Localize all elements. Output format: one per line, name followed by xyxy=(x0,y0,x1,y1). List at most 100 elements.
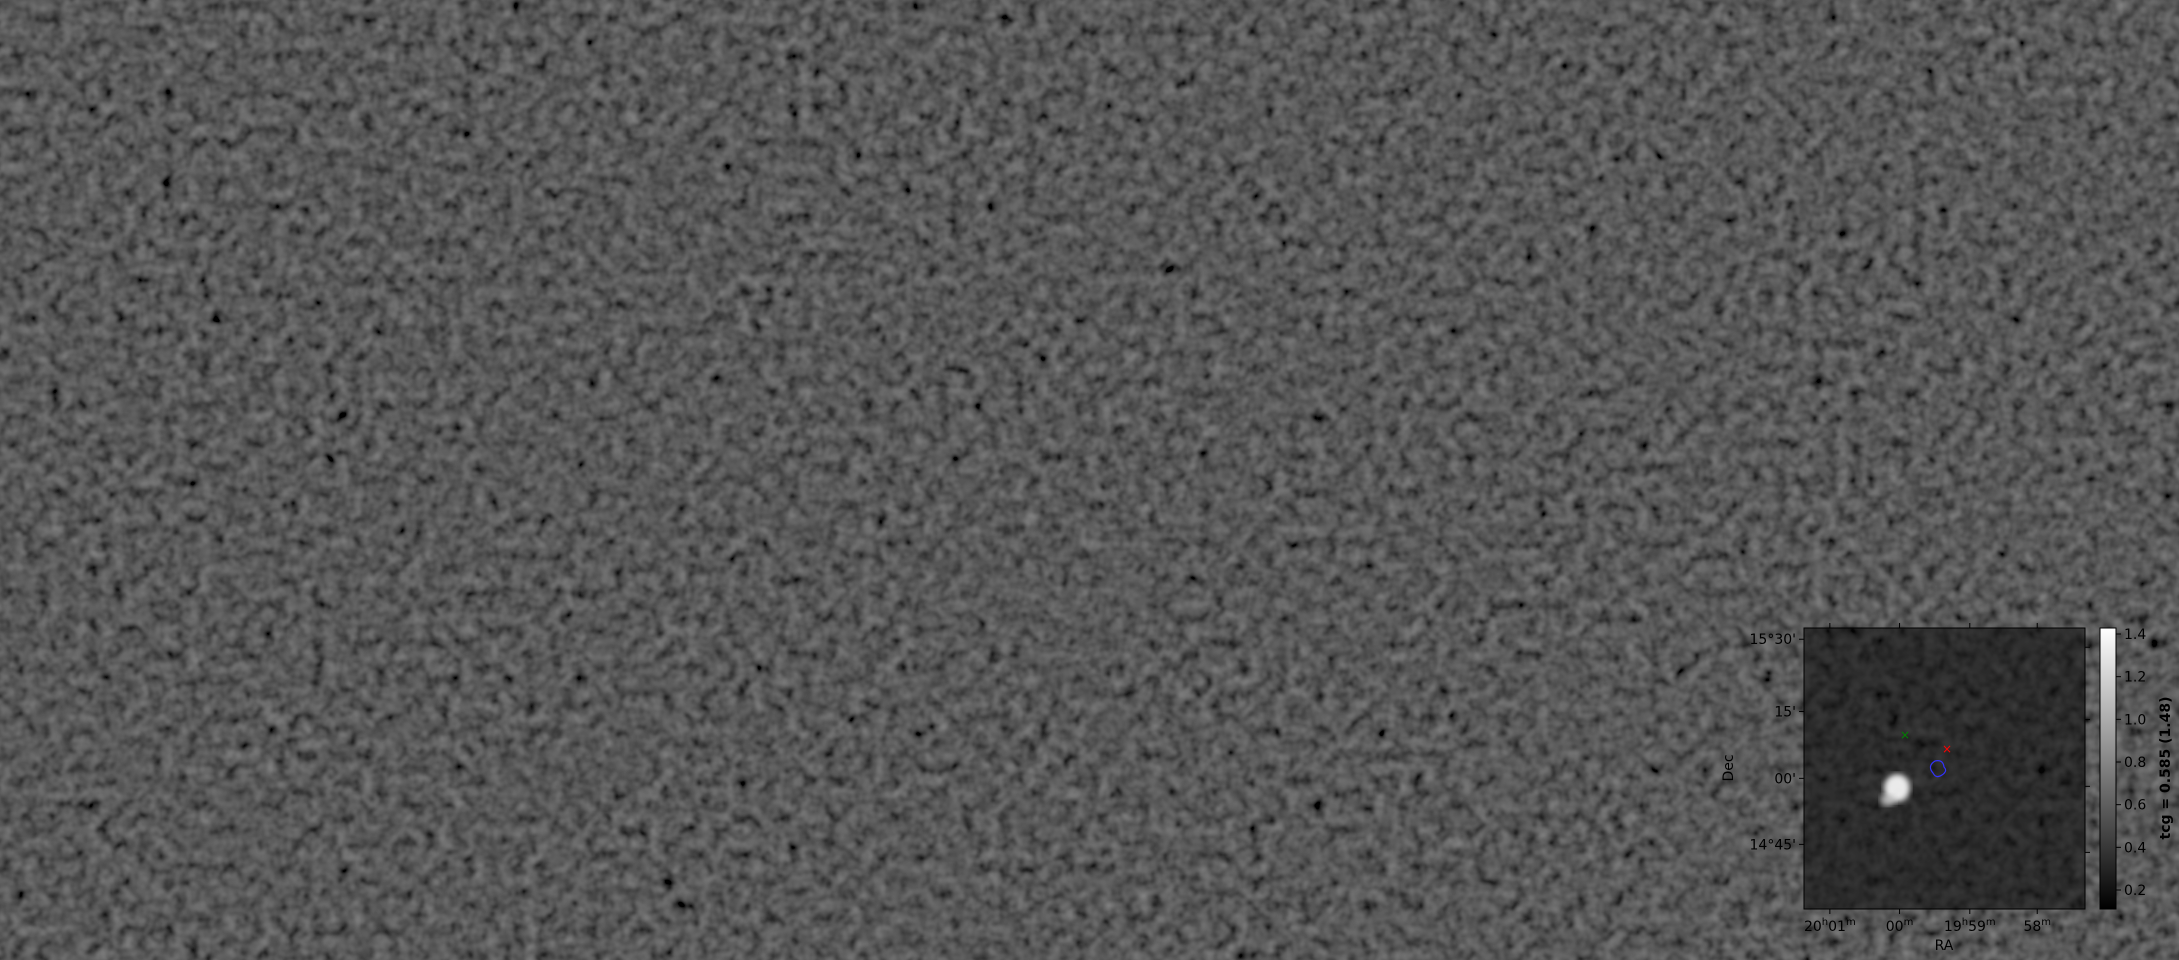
colorbar-tick-label: 0.6 xyxy=(569,53,591,69)
dec-tick-label: 15' xyxy=(59,156,81,172)
gleam-colorbar-label: GLEAM (Jy) xyxy=(1180,660,1196,737)
ra-tick-label: 58m xyxy=(425,917,453,935)
deep-image-panel: × × 15°30' 15' 00' 14°45' 20h01m 00m 19h59m 58… xyxy=(8,483,515,954)
lightcurve-x-tick: 50 xyxy=(855,468,873,484)
rms-ra-axis xyxy=(1829,33,2038,324)
deep-ra-axis[interactable]: 20h01m 00m 19h59m 58m xyxy=(102,483,452,935)
histogram-y-tick: 10 xyxy=(1225,530,1243,546)
candidate-marker-icon: × xyxy=(1942,742,1952,756)
lightcurve-x-tick: 200 xyxy=(1373,468,1400,484)
colorbar-tick-label: 3.5 xyxy=(2124,424,2146,440)
candidate-marker-icon: × xyxy=(305,661,317,677)
histogram-y-tick-exp: −2 xyxy=(1245,667,1260,678)
histogram-y-tick-exp: −1 xyxy=(1245,597,1260,608)
dec-tick-label: 14°45' xyxy=(1750,247,1796,263)
colorbar-tick-label: −0.2 xyxy=(569,407,603,423)
candidate-marker-icon: × xyxy=(1942,447,1952,461)
spike-dec-axis: 15°30' 15' 00' 14°45' xyxy=(1750,337,2090,558)
histogram-bar xyxy=(1358,798,1378,909)
dec-tick-label: 00' xyxy=(59,706,81,722)
gleam-image-panel: × × 20h01m 00m 19h59m 58m RA xyxy=(643,483,1074,954)
tcg-dec-label: Dec xyxy=(1721,754,1737,781)
deep-colorbar-label: Deep (Jy) xyxy=(603,666,619,731)
histogram-y-tick: 10 xyxy=(1225,881,1243,897)
lightcurve-x-tick: 0 xyxy=(685,468,694,484)
rms-dec-axis: 15°30' 15' 00' 14°45' xyxy=(1750,42,2090,263)
series-line-candidate xyxy=(688,97,1653,389)
ra-tick-label: 00m xyxy=(1886,917,1914,935)
legend-known1: Known 1 xyxy=(1615,50,1675,66)
dec-tick-label: 00' xyxy=(1774,476,1796,492)
colorbar-tick-label: 1.4 xyxy=(2124,627,2146,643)
candidate-contour xyxy=(1929,465,1947,483)
colorbar-tick-label: −0.025 xyxy=(1129,744,1181,760)
colorbar-tick-label: 1.5 xyxy=(2124,565,2146,581)
dec-tick-label: 15' xyxy=(59,606,81,622)
colorbar-tick-label: 0.4 xyxy=(569,142,591,158)
series-line-known1 xyxy=(689,190,1652,375)
dec-tick-label: 14°45' xyxy=(1750,542,1796,558)
histogram-x-tick: −1.5 xyxy=(1299,919,1333,935)
spike-image-panel: × × 15°30' 15' 00' 14°45' Dec xyxy=(1721,328,2090,618)
colorbar-tick-label: 0.02 xyxy=(569,689,600,705)
deep-dec-axis: 15°30' 15' 00' 14°45' xyxy=(35,498,515,821)
colorbar-tick-label: 0.075 xyxy=(1129,534,1169,550)
dec-tick-label: 00' xyxy=(59,256,81,272)
gleam-ra-axis: 20h01m 00m 19h59m 58m xyxy=(661,483,1011,935)
tcg-dec-axis: 15°30' 15' 00' 14°45' xyxy=(1750,632,2090,853)
tcg-ra-label: RA xyxy=(1935,938,1954,954)
histogram-bar xyxy=(1494,506,1515,909)
candidate-marker-icon: × xyxy=(1942,152,1952,166)
colorbar-tick-label: 4.5 xyxy=(2124,354,2146,370)
colorbar-tick-label: 0.10 xyxy=(2124,249,2155,265)
histogram-bar xyxy=(1299,847,1320,909)
dec-tick-label: 00' xyxy=(1774,771,1796,787)
colorbar-tick-label: −0.04 xyxy=(569,869,612,885)
histogram-bar xyxy=(1514,519,1534,909)
histogram-y-tick: 10 xyxy=(1225,600,1243,616)
colorbar-tick-label: 0.04 xyxy=(569,629,600,645)
candidate-contour xyxy=(1929,170,1947,188)
transient-dec-label: Dec xyxy=(8,234,24,261)
lightcurve-chart: 0 50 100 150 200 250 Time (s) Known 1 Known 2… xyxy=(643,37,1701,508)
dec-tick-label: 15' xyxy=(1774,704,1796,720)
legend-transient-pixels: Transient cutout pixels xyxy=(1419,861,1578,877)
ra-tick-label: 00m xyxy=(218,917,246,935)
known-marker-icon: × xyxy=(242,641,254,657)
known-marker-icon: × xyxy=(1900,728,1910,742)
colorbar-tick-label: 0.15 xyxy=(2124,198,2155,214)
colorbar-tick-label: 4.0 xyxy=(2124,389,2146,405)
colorbar-tick-label: 1.2 xyxy=(2124,670,2146,686)
transient-colorbar-label: Transient cube (Jy) xyxy=(603,183,619,314)
ra-tick-label: 19h59m xyxy=(312,917,364,935)
colorbar-tick-label: 2.5 xyxy=(2124,495,2146,511)
histogram-bar xyxy=(1280,861,1300,909)
tcg-ra-axis: 20h01m 00m 19h59m 58m xyxy=(1804,623,2051,935)
colorbar-tick-label: 0.05 xyxy=(2124,301,2155,317)
candidate-marker-icon: × xyxy=(305,211,317,227)
tcg-colorbar: 1.4 1.2 1.0 0.8 0.6 0.4 0.2 tcg = 0.585 (1.48) xyxy=(2099,627,2174,910)
candidate-contour xyxy=(1929,760,1947,778)
dec-tick-label: 15°30' xyxy=(1750,42,1796,58)
lightcurve-x-tick: 100 xyxy=(1025,468,1052,484)
transient-ra-axis xyxy=(127,33,439,464)
ra-tick-label: 58m xyxy=(2023,917,2051,935)
histogram-x-tick: 0.0 xyxy=(1467,919,1489,935)
histogram-bar xyxy=(1455,661,1476,909)
dec-tick-label: 15' xyxy=(1774,114,1796,130)
tcg-image-panel: × × 15°30' 15' 00' 14°45' 20h01m 00m 19h59m 58… xyxy=(1721,623,2090,954)
legend-known2: Known 2 xyxy=(1615,71,1675,87)
histogram-y-tick-exp: −5 xyxy=(1245,878,1260,889)
histogram-x-label: Flux (Jy) xyxy=(1456,938,1513,954)
spike-colorbar-label: spike = 2.77 (0.369) xyxy=(2158,401,2174,545)
colorbar-tick-label: 0.00 xyxy=(569,749,600,765)
ra-tick-label: 19h59m xyxy=(871,917,923,935)
dec-tick-label: 14°45' xyxy=(35,355,81,371)
series-line-known2 xyxy=(689,254,1653,411)
spike-ra-axis xyxy=(1829,328,2038,618)
candidate-contour xyxy=(285,680,308,706)
transient-image-panel: × × 15°30' 15' 00' 14°45' Dec xyxy=(8,33,515,464)
rms-image-panel: × × 15°30' 15' 00' 14°45' Dec xyxy=(1721,33,2090,324)
colorbar-tick-label: 0.2 xyxy=(2124,883,2146,899)
candidate-marker-icon: × xyxy=(864,661,876,677)
